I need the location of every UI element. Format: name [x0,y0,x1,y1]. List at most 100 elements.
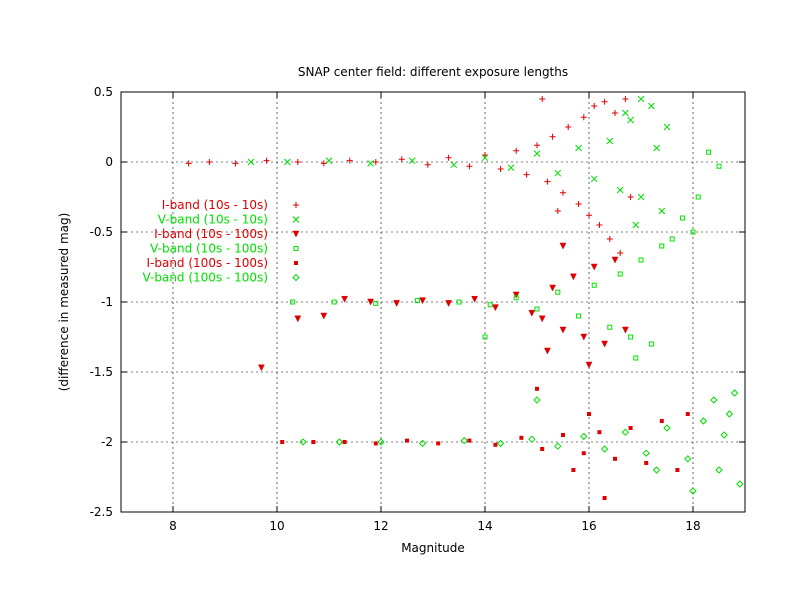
data-point [627,116,634,124]
data-point [493,442,498,447]
data-point [561,433,565,437]
y-tick-label: -2 [101,435,113,449]
data-point [247,158,255,166]
data-point [445,300,453,307]
data-point [669,236,675,242]
data-point [284,158,291,166]
data-point [596,222,603,228]
data-point [580,432,588,441]
data-point [206,159,213,165]
y-tick-label: 0 [105,155,113,169]
data-point [684,455,692,463]
data-point [715,466,723,474]
series-v-band-10s-100s [290,149,722,361]
legend-marker [294,261,298,265]
data-point [373,441,378,446]
data-point [648,102,655,110]
data-point [663,424,671,432]
legend-entry: V-band (10s - 10s) [158,213,300,227]
legend-label: V-band (10s - 10s) [158,213,268,227]
data-point [690,229,696,235]
legend-label: I-band (100s - 100s) [146,256,268,270]
data-point [533,150,541,157]
data-point [659,243,665,249]
x-tick-label: 12 [373,519,388,533]
y-tick-label: -1.5 [90,365,113,379]
data-point [528,435,536,443]
data-point [642,449,650,457]
data-point [590,175,598,183]
data-point [627,194,634,200]
data-point [519,435,524,440]
data-point [580,333,588,341]
data-point [622,96,629,102]
data-point [706,149,712,155]
y-axis-title: (difference in measured mag) [57,213,71,392]
data-point [331,299,337,305]
x-tick-label: 14 [477,519,492,533]
x-tick-label: 16 [581,519,596,533]
data-point [185,160,192,167]
data-point [606,137,614,145]
data-point [294,159,301,165]
data-point [424,161,431,168]
data-point [695,194,701,200]
legend-entry: V-band (10s - 100s) [150,242,299,256]
chart-title: SNAP center field: different exposure le… [298,65,568,79]
data-point [590,263,598,271]
data-point [342,440,347,444]
data-point [320,312,328,320]
data-point [644,461,649,465]
data-point [538,315,546,323]
data-point [601,98,608,105]
data-point [471,295,479,303]
data-point [648,341,654,347]
data-point [539,96,546,102]
data-point [565,124,572,130]
data-point [408,157,416,164]
data-point [685,412,690,416]
data-point [591,282,597,288]
data-point [658,207,666,215]
data-point [575,201,582,207]
data-point [587,412,591,416]
data-point [632,221,640,229]
data-point [628,334,634,340]
data-point [680,215,686,221]
data-point [487,302,493,308]
data-point [325,157,333,164]
legend-label: I-band (10s - 100s) [154,227,268,241]
data-point [621,428,630,436]
y-tick-label: -0.5 [90,225,113,239]
data-point [730,389,739,397]
data-point [335,438,344,446]
data-point [513,295,519,301]
legend-label: V-band (10s - 100s) [150,242,268,256]
data-point [367,298,375,306]
data-point [585,361,593,369]
data-point [460,436,468,445]
data-point [367,160,374,167]
data-point [560,189,566,196]
data-point [555,289,561,295]
data-point [621,326,629,334]
legend-marker [293,246,299,251]
data-point [633,355,639,361]
data-point [617,250,624,256]
data-point [393,300,401,307]
data-point [600,445,609,453]
series-i-band-100s-100s [280,386,690,500]
x-axis-title: Magnitude [401,541,465,555]
legend-entry: I-band (100s - 100s) [146,256,298,270]
data-point [491,304,499,312]
data-point [290,299,296,305]
data-point [612,110,618,116]
data-point [554,169,562,177]
y-tick-label: -2.5 [90,505,113,519]
data-point [663,123,671,131]
data-point [554,442,562,450]
legend-label: I-band (10s - 10s) [162,198,268,212]
data-point [377,438,385,446]
